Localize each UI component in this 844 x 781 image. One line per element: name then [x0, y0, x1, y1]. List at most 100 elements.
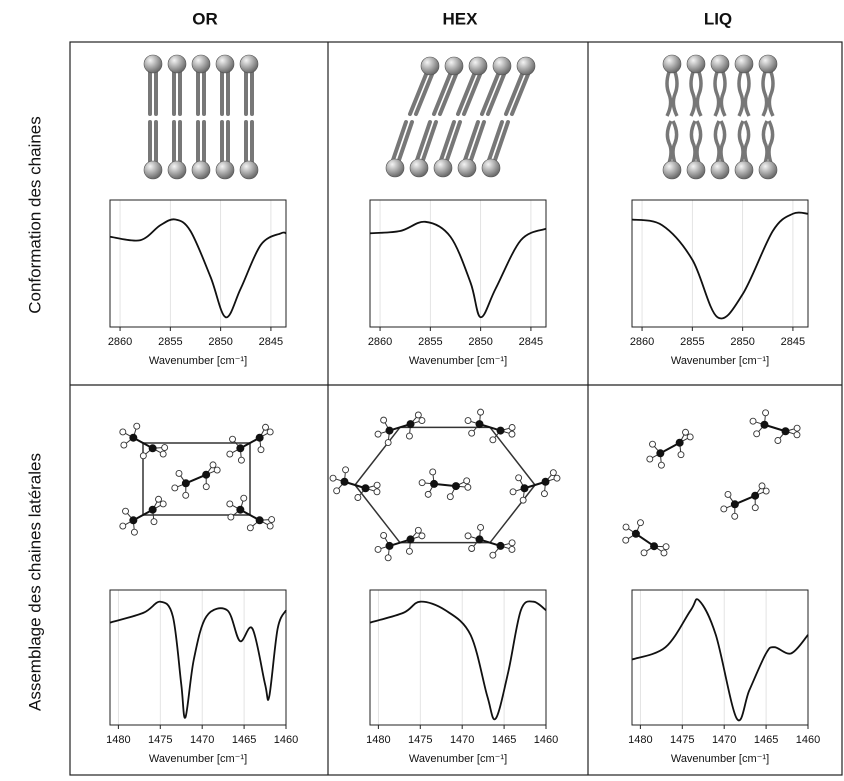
x-tick-label: 1470: [190, 734, 214, 746]
x-axis-label: Wavenumber [cm⁻¹]: [409, 355, 507, 367]
lipid-head: [433, 158, 453, 178]
h-atom: [209, 461, 217, 469]
h-atom: [155, 495, 162, 503]
h-atom: [489, 436, 497, 444]
h-atom: [468, 545, 476, 552]
lipid-head: [481, 158, 501, 178]
c-atom: [129, 433, 138, 442]
column-header: HEX: [443, 9, 479, 28]
lipid-tail: [408, 70, 429, 116]
c-atom: [148, 505, 157, 514]
c-atom: [255, 433, 264, 442]
column-header: LIQ: [704, 9, 732, 28]
h-atom: [266, 428, 274, 436]
h-atom: [774, 437, 782, 444]
lipid-tail: [743, 120, 751, 164]
lipid-tail: [689, 71, 697, 117]
x-tick-label: 1460: [796, 734, 820, 746]
x-axis-label: Wavenumber [cm⁻¹]: [149, 355, 247, 367]
h-atom: [226, 450, 234, 458]
lipid-tail: [671, 71, 679, 117]
lipid-head: [734, 160, 754, 180]
h-atom: [489, 551, 497, 559]
h-atom: [731, 512, 739, 520]
x-tick-label: 2845: [519, 336, 543, 348]
x-tick-label: 2850: [730, 336, 754, 348]
column-header: OR: [192, 9, 218, 28]
x-tick-label: 2855: [418, 336, 442, 348]
lipid-head: [662, 160, 682, 180]
h-atom: [662, 543, 670, 551]
c-atom: [340, 477, 349, 486]
h-atom: [229, 435, 236, 443]
h-atom: [202, 483, 210, 491]
h-atom: [119, 428, 127, 436]
lipid-tail: [486, 120, 504, 165]
x-tick-label: 2855: [680, 336, 704, 348]
h-atom: [751, 504, 759, 512]
h-atom: [329, 474, 337, 482]
h-atom: [159, 500, 167, 508]
h-atom: [354, 494, 362, 501]
lipid-tail: [438, 70, 459, 116]
h-atom: [429, 468, 437, 476]
spectrum-line: [109, 218, 287, 319]
h-atom: [720, 505, 728, 513]
x-tick-label: 1465: [492, 734, 516, 746]
plot-frame: [369, 199, 547, 328]
c-atom: [730, 500, 739, 509]
illustrations: [119, 54, 801, 562]
h-atom: [622, 536, 630, 544]
lipid-tail: [713, 120, 721, 164]
lipid-tail: [737, 120, 745, 164]
c-atom: [656, 449, 665, 458]
plot-frame: [369, 589, 547, 726]
h-atom: [161, 444, 169, 452]
c-atom: [236, 505, 245, 514]
x-axis-label: Wavenumber [cm⁻¹]: [671, 753, 769, 765]
h-atom: [257, 446, 265, 454]
h-atom: [414, 411, 422, 419]
h-atom: [171, 484, 179, 492]
h-atom: [384, 439, 392, 446]
x-tick-label: 2860: [108, 336, 132, 348]
x-tick-label: 2860: [630, 336, 654, 348]
c-atom: [430, 479, 439, 488]
lipid-tail: [396, 120, 414, 165]
lipid-tail: [462, 70, 483, 116]
lipid-head: [444, 56, 464, 76]
h-atom: [686, 433, 694, 441]
lipid-head: [167, 54, 187, 74]
c-atom: [148, 444, 157, 453]
lipid-head: [385, 158, 405, 178]
lipid-tail: [743, 71, 751, 117]
h-atom: [150, 518, 158, 526]
row-label: Conformation des chaines: [25, 116, 44, 314]
h-atom: [227, 513, 235, 521]
lipid-head: [143, 54, 163, 74]
h-atom: [130, 528, 138, 536]
h-atom: [515, 474, 523, 482]
lipid-head: [492, 56, 512, 76]
h-atom: [540, 490, 548, 498]
lipid-head: [734, 54, 754, 74]
spectra: 2860 2855 2850 2845 Wavenumber [cm⁻¹] 2860 285…: [106, 199, 820, 765]
plot-frame: [631, 199, 809, 328]
h-atom: [380, 531, 388, 539]
lipid-tail: [414, 70, 435, 116]
c-atom: [781, 427, 790, 436]
lipid-head: [239, 160, 259, 180]
h-atom: [464, 483, 472, 491]
x-tick-label: 1460: [534, 734, 558, 746]
lipid-head: [468, 56, 488, 76]
lipid-head: [143, 160, 163, 180]
row-label: Assemblage des chaines latérales: [25, 453, 44, 711]
lipid-head: [215, 160, 235, 180]
h-atom: [373, 488, 381, 496]
lipid-tail: [438, 120, 456, 165]
h-atom: [446, 493, 454, 501]
c-atom: [202, 470, 211, 479]
lipid-tail: [695, 71, 703, 117]
h-atom: [418, 417, 426, 424]
